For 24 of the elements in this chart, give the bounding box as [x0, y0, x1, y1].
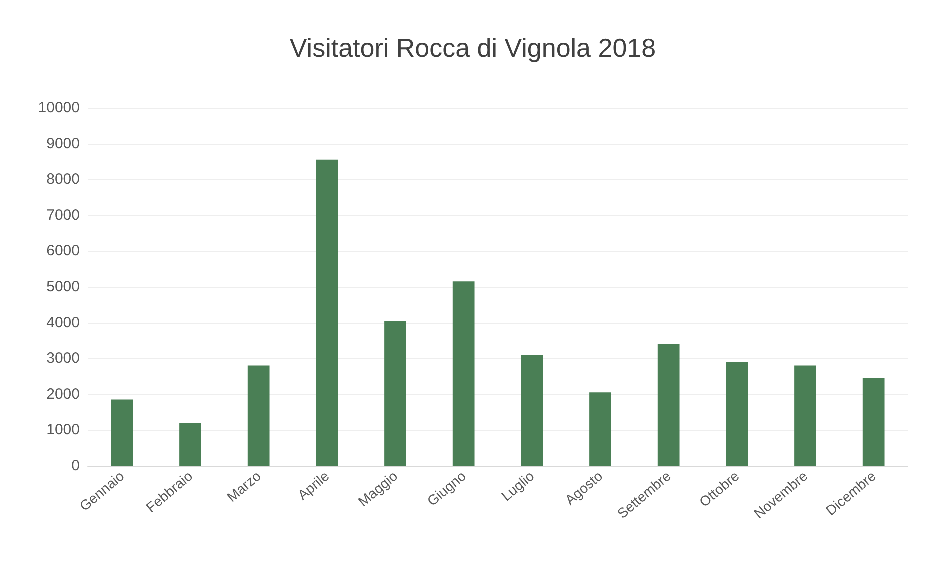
bar [452, 282, 475, 466]
bar [316, 160, 338, 466]
bar [180, 423, 202, 466]
bar [111, 400, 134, 466]
y-tick-label: 0 [72, 458, 80, 474]
bar [658, 344, 680, 466]
bar [726, 362, 748, 466]
bar [862, 378, 885, 466]
chart-title: Visitatori Rocca di Vignola 2018 [290, 33, 656, 63]
bar [590, 392, 612, 466]
bar [384, 321, 406, 466]
y-tick-label: 8000 [46, 171, 80, 188]
y-tick-label: 4000 [46, 314, 80, 332]
y-tick-label: 5000 [46, 278, 80, 296]
y-tick-label: 7000 [46, 206, 80, 224]
bar [794, 366, 816, 466]
y-tick-label: 3000 [46, 350, 80, 368]
y-tick-label: 1000 [46, 422, 80, 439]
bar [521, 355, 544, 466]
y-tick-label: 10000 [38, 100, 80, 116]
y-tick-label: 2000 [46, 386, 80, 403]
y-tick-label: 9000 [46, 135, 80, 152]
bar [248, 366, 270, 466]
y-tick-label: 6000 [46, 242, 80, 260]
